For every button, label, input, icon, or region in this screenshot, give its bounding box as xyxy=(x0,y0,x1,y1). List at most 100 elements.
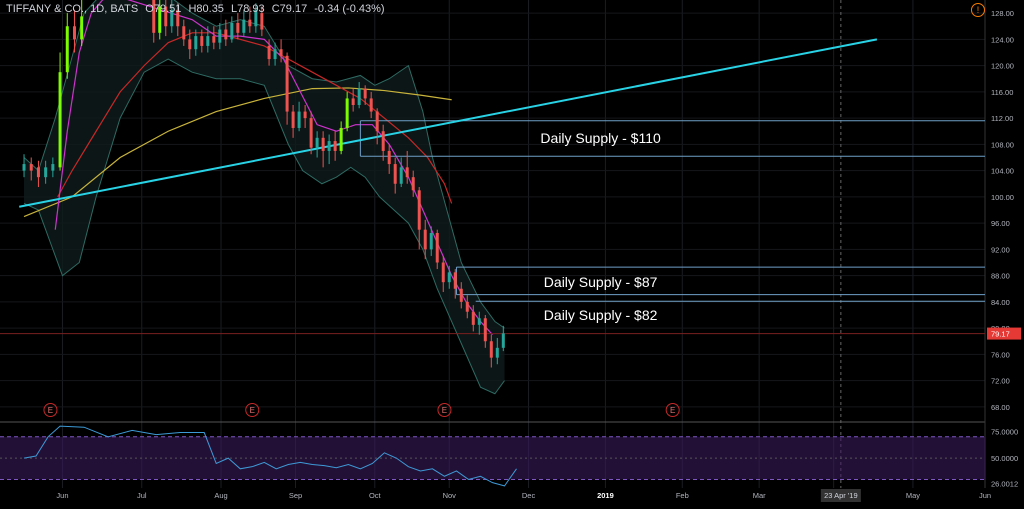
bollinger-upper xyxy=(23,0,505,329)
symbol-label: TIFFANY & CO., 1D, BATS xyxy=(6,3,139,15)
candle-body xyxy=(254,9,258,27)
price-tick-label: 76.00 xyxy=(991,350,1010,359)
candle-body xyxy=(489,341,493,358)
info-icon[interactable]: ! xyxy=(971,3,985,17)
candle-body xyxy=(429,232,433,250)
candle-body xyxy=(44,167,48,178)
price-tick-label: 124.00 xyxy=(991,35,1014,44)
candle-body xyxy=(393,164,397,184)
x-tick-label: Oct xyxy=(369,491,382,500)
candle-body xyxy=(36,167,40,178)
rsi-tick-label: 26.0012 xyxy=(991,480,1018,489)
candle-body xyxy=(194,36,198,50)
earnings-marker-label: E xyxy=(442,406,447,415)
candle-body xyxy=(176,9,180,27)
bollinger-lower xyxy=(23,58,505,395)
earnings-marker xyxy=(245,403,260,417)
candle-body xyxy=(188,39,192,50)
candle-body xyxy=(285,55,289,112)
candle-body xyxy=(435,232,439,263)
price-tick-label: 120.00 xyxy=(991,62,1014,71)
x-tick-label: Dec xyxy=(522,491,536,500)
candle-body xyxy=(321,137,325,151)
time-label-box xyxy=(820,489,861,502)
chart-header: TIFFANY & CO., 1D, BATS O79.51 H80.35 L7… xyxy=(6,3,389,15)
rsi-tick-label: 50.0000 xyxy=(991,454,1018,463)
candle-body xyxy=(501,333,505,348)
price-tick-label: 96.00 xyxy=(991,219,1010,228)
candle-body xyxy=(267,45,271,60)
candle-body xyxy=(230,22,234,40)
candle-body xyxy=(453,272,457,289)
candle-body xyxy=(459,288,463,302)
x-tick-label: Aug xyxy=(214,491,227,500)
candle-body xyxy=(224,29,228,40)
price-tick-label: 128.00 xyxy=(991,9,1014,18)
candle-body xyxy=(200,36,204,46)
ma-long-line xyxy=(23,87,452,218)
price-tick-label: 112.00 xyxy=(991,114,1013,123)
candle-body xyxy=(212,36,216,43)
x-tick-label: Sep xyxy=(289,491,302,500)
candle-body xyxy=(405,167,409,178)
candle-body xyxy=(206,36,210,46)
candle-body xyxy=(58,72,62,168)
earnings-marker-label: E xyxy=(670,406,675,415)
candle-body xyxy=(357,88,361,105)
candle-body xyxy=(375,111,379,132)
price-tick-label: 116.00 xyxy=(991,88,1013,97)
candle-body xyxy=(51,164,55,171)
candle-body xyxy=(465,301,469,312)
x-tick-label: Jul xyxy=(137,491,147,500)
price-tick-label: 92.00 xyxy=(991,245,1010,254)
price-tick-label: 68.00 xyxy=(991,403,1010,412)
price-tick-label: 108.00 xyxy=(991,140,1014,149)
high-value: H80.35 xyxy=(188,3,224,15)
ma-short-line xyxy=(54,0,493,336)
candle-body xyxy=(411,177,415,191)
x-tick-label: Jun xyxy=(979,491,991,500)
candle-body xyxy=(309,118,313,148)
candle-body xyxy=(182,26,186,40)
price-tick-label: 88.00 xyxy=(991,272,1010,281)
candle-body xyxy=(158,6,162,33)
close-value: C79.17 xyxy=(271,3,308,15)
x-tick-label: Mar xyxy=(753,491,766,500)
price-tick-label: 84.00 xyxy=(991,298,1010,307)
candle-body xyxy=(345,98,349,128)
change-value: -0.34 (-0.43%) xyxy=(314,3,385,15)
candle-body xyxy=(291,111,295,128)
ma-mid-line xyxy=(57,32,453,204)
earnings-marker-label: E xyxy=(48,406,53,415)
candle-body xyxy=(423,229,427,250)
candle-body xyxy=(152,0,156,33)
candle-body xyxy=(387,150,391,165)
candle-body xyxy=(297,111,301,128)
x-tick-label: Jun xyxy=(56,491,68,500)
candle-body xyxy=(242,19,246,33)
candle-body xyxy=(170,9,174,27)
x-tick-label: Nov xyxy=(443,491,457,500)
last-price-tag xyxy=(987,327,1021,340)
candle-body xyxy=(260,13,264,30)
supply-zone-label: Daily Supply - $110 xyxy=(540,130,661,146)
candle-body xyxy=(471,311,475,325)
candle-body xyxy=(80,16,84,40)
candle-body xyxy=(279,49,283,56)
earnings-marker xyxy=(43,403,58,417)
candle-body xyxy=(399,167,403,184)
candle-body xyxy=(477,318,481,325)
candle-body xyxy=(339,127,343,151)
earnings-marker xyxy=(437,403,452,417)
candle-body xyxy=(72,26,76,40)
candle-body xyxy=(441,262,445,283)
candle-body xyxy=(273,49,277,60)
candle-body xyxy=(495,347,499,358)
candle-body xyxy=(447,272,451,283)
candle-body xyxy=(369,98,373,112)
price-tick-label: 100.00 xyxy=(991,193,1014,202)
x-tick-label: May xyxy=(906,491,920,500)
